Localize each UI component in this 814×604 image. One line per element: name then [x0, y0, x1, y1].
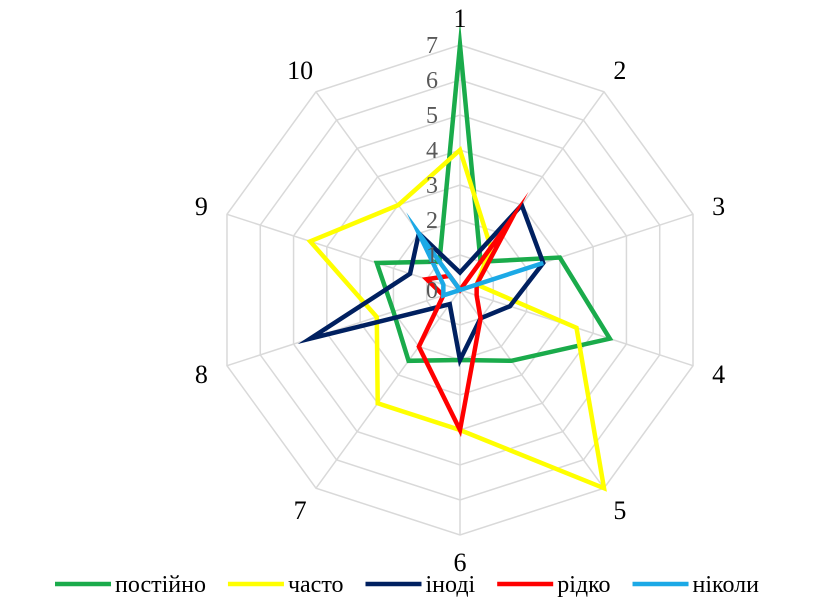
category-label: 6: [454, 548, 467, 577]
data-point-4-4: [476, 294, 478, 296]
category-label: 8: [195, 360, 208, 389]
data-point-4-5: [480, 317, 482, 319]
legend-label: ніколи: [693, 572, 760, 598]
data-point-5-9: [442, 284, 444, 286]
data-point-2-9: [309, 240, 311, 242]
data-point-2-7: [377, 402, 379, 404]
tick-label: 3: [426, 173, 438, 199]
category-label: 9: [195, 192, 208, 221]
data-point-4-6: [459, 429, 461, 431]
tick-label: 5: [426, 103, 438, 129]
data-point-1-4: [609, 338, 611, 340]
legend-label: постійно: [115, 572, 206, 598]
legend-label: рідко: [557, 572, 610, 598]
data-point-3-8: [309, 338, 311, 340]
data-point-2-4: [576, 327, 578, 329]
data-point-1-3: [559, 257, 561, 259]
data-point-1-9: [376, 262, 378, 264]
radial-tick-labels: 0 1 2 3 4 5 6 7: [426, 33, 438, 304]
legend-item-2: часто: [227, 572, 344, 598]
category-label: 4: [712, 360, 725, 389]
data-point-1-5: [510, 360, 512, 362]
data-point-5-3: [542, 262, 544, 264]
data-point-3-4: [509, 305, 511, 307]
tick-label: 2: [426, 208, 438, 234]
data-point-4-9: [426, 278, 428, 280]
legend-label: іноді: [425, 572, 475, 598]
data-point-2-1: [459, 149, 461, 151]
series-lines: [297, 21, 614, 492]
data-point-1-1: [459, 44, 461, 46]
legend-item-4: рідко: [497, 572, 611, 598]
data-point-5-7: [459, 289, 461, 291]
data-point-3-9: [409, 273, 411, 275]
data-point-4-7: [418, 346, 420, 348]
data-point-3-1: [459, 272, 461, 273]
grid-spoke-5: [459, 289, 605, 489]
tick-label: 6: [426, 68, 438, 94]
legend-item-1: постійно: [55, 572, 206, 598]
data-point-2-10: [397, 204, 399, 206]
legend: постійно часто іноді рідко ніколи: [55, 572, 759, 598]
data-point-5-8: [442, 294, 444, 296]
data-point-4-2: [510, 218, 512, 220]
category-label: 10: [287, 56, 313, 85]
data-point-2-8: [376, 316, 378, 318]
category-label: 2: [613, 56, 626, 85]
category-label: 1: [454, 4, 467, 33]
grid-spoke-9: [226, 213, 461, 291]
category-label: 5: [613, 496, 626, 525]
data-point-5-10: [418, 232, 420, 234]
legend-item-5: ніколи: [632, 572, 760, 598]
tick-label: 7: [426, 33, 438, 59]
category-label: 3: [712, 192, 725, 221]
tick-label: 1: [426, 243, 438, 269]
data-point-1-8: [392, 311, 394, 313]
grid-spoke-7: [315, 289, 461, 489]
grid: [226, 44, 694, 536]
data-point-1-7: [408, 360, 410, 362]
tick-label: 0: [426, 278, 438, 304]
grid-spoke-8: [226, 289, 461, 367]
legend-item-3: іноді: [365, 572, 476, 598]
data-point-2-5: [603, 487, 605, 489]
data-point-3-6: [459, 359, 461, 361]
tick-label: 4: [426, 138, 438, 164]
legend-label: часто: [288, 572, 344, 598]
data-point-3-7: [449, 303, 451, 305]
category-label: 7: [294, 496, 307, 525]
